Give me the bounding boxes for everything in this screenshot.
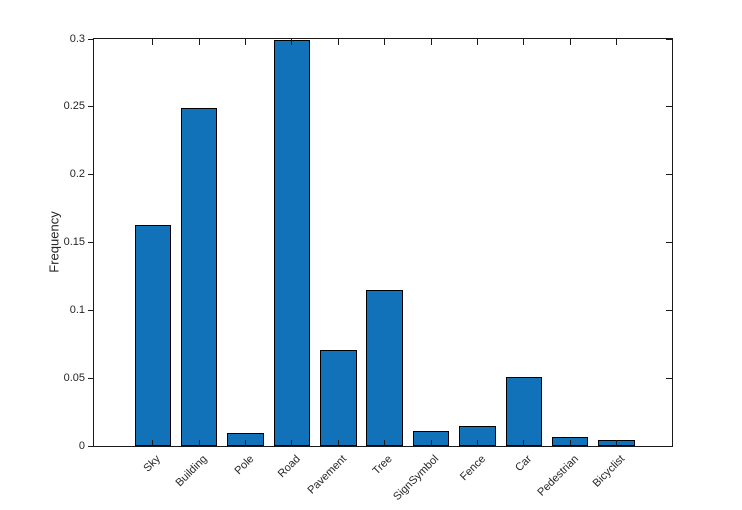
y-tick-left	[88, 242, 94, 243]
x-tick-top	[384, 39, 386, 45]
y-tick-left	[88, 377, 94, 379]
x-tick-top	[430, 39, 432, 45]
x-tick-label-pole: Pole	[231, 453, 257, 478]
x-tick-bottom	[569, 440, 571, 446]
x-tick-label-car: Car	[513, 453, 535, 475]
y-tick-label: 0	[78, 439, 85, 452]
bar-sky	[134, 224, 172, 446]
y-tick-right	[666, 242, 672, 243]
y-tick-right	[666, 445, 672, 447]
x-tick-top	[245, 39, 247, 45]
y-tick-left	[88, 309, 94, 311]
y-tick-left	[88, 174, 94, 176]
x-tick-label-tree: Tree	[370, 453, 396, 478]
bar-building	[180, 108, 218, 446]
x-tick-bottom	[476, 440, 478, 446]
x-tick-label-bicyclist: Bicyclist	[590, 453, 628, 490]
x-tick-bottom	[152, 440, 154, 446]
y-tick-left	[88, 38, 94, 40]
bar-road	[273, 40, 311, 446]
x-tick-bottom	[616, 440, 618, 446]
y-tick-right	[666, 377, 672, 379]
y-tick-label: 0.1	[69, 303, 85, 316]
x-tick-bottom	[337, 440, 339, 446]
x-tick-bottom	[245, 440, 247, 446]
y-tick-label: 0.2	[69, 168, 85, 181]
x-tick-top	[523, 39, 525, 45]
y-tick-label: 0.3	[69, 32, 85, 45]
x-tick-label-pedestrian: Pedestrian	[535, 453, 581, 499]
x-tick-top	[198, 39, 200, 45]
y-tick-label: 0.05	[63, 371, 85, 384]
x-tick-top	[616, 39, 618, 45]
x-tick-bottom	[384, 440, 386, 446]
x-tick-bottom	[430, 440, 432, 446]
x-tick-top	[476, 39, 478, 45]
plot-area: 0 0.05 0.1 0.15 0.2 0.25 0.3 Sky Building Pole Roa…	[64, 33, 673, 503]
x-tick-label-signsymbol: SignSymbol	[391, 453, 442, 503]
y-tick-left	[88, 106, 94, 108]
y-tick-right	[666, 38, 672, 40]
y-tick-label: 0.25	[63, 100, 85, 113]
x-tick-label-sky: Sky	[141, 453, 164, 475]
y-tick-right	[666, 174, 672, 176]
x-tick-label-building: Building	[173, 453, 210, 490]
x-tick-bottom	[291, 440, 293, 446]
x-tick-bottom	[523, 440, 525, 446]
bar-car	[505, 376, 543, 446]
y-tick-label: 0.15	[63, 236, 85, 248]
y-tick-right	[666, 106, 672, 108]
x-tick-label-road: Road	[275, 453, 303, 481]
x-tick-top	[569, 39, 571, 45]
bar-tree	[366, 289, 403, 446]
y-axis-label: Frequency	[46, 211, 62, 273]
y-tick-right	[666, 309, 672, 311]
x-tick-top	[291, 39, 293, 45]
x-tick-top	[337, 39, 339, 45]
x-tick-label-pavement: Pavement	[305, 453, 349, 497]
x-tick-label-fence: Fence	[457, 453, 488, 484]
bar-pavement	[320, 350, 357, 446]
y-tick-left	[88, 445, 94, 447]
x-tick-bottom	[198, 440, 200, 446]
x-tick-top	[152, 39, 154, 45]
